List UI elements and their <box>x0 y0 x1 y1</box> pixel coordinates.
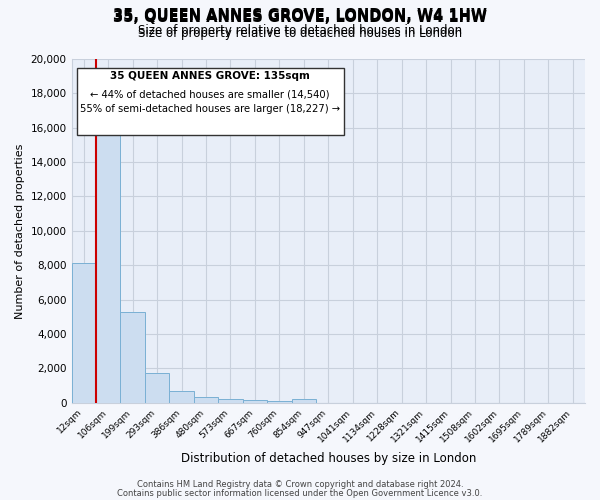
Text: 35, QUEEN ANNES GROVE, LONDON, W4 1HW: 35, QUEEN ANNES GROVE, LONDON, W4 1HW <box>113 10 487 25</box>
Text: 55% of semi-detached houses are larger (18,227) →: 55% of semi-detached houses are larger (… <box>80 104 340 114</box>
Y-axis label: Number of detached properties: Number of detached properties <box>15 143 25 318</box>
Bar <box>242 400 267 402</box>
Bar <box>121 312 145 402</box>
Bar <box>292 399 316 402</box>
Text: ← 44% of detached houses are smaller (14,540): ← 44% of detached houses are smaller (14… <box>91 89 330 99</box>
X-axis label: Distribution of detached houses by size in London: Distribution of detached houses by size … <box>181 452 476 465</box>
Text: 35, QUEEN ANNES GROVE, LONDON, W4 1HW: 35, QUEEN ANNES GROVE, LONDON, W4 1HW <box>113 8 487 22</box>
Bar <box>71 264 96 402</box>
Bar <box>218 399 242 402</box>
Bar <box>194 397 218 402</box>
Text: Contains public sector information licensed under the Open Government Licence v3: Contains public sector information licen… <box>118 488 482 498</box>
Text: Size of property relative to detached houses in London: Size of property relative to detached ho… <box>138 28 462 40</box>
Text: Size of property relative to detached houses in London: Size of property relative to detached ho… <box>138 24 462 37</box>
Bar <box>169 390 194 402</box>
Text: 35 QUEEN ANNES GROVE: 135sqm: 35 QUEEN ANNES GROVE: 135sqm <box>110 70 310 81</box>
Text: Contains HM Land Registry data © Crown copyright and database right 2024.: Contains HM Land Registry data © Crown c… <box>137 480 463 489</box>
Bar <box>145 372 169 402</box>
Bar <box>267 401 292 402</box>
Bar <box>96 118 121 403</box>
